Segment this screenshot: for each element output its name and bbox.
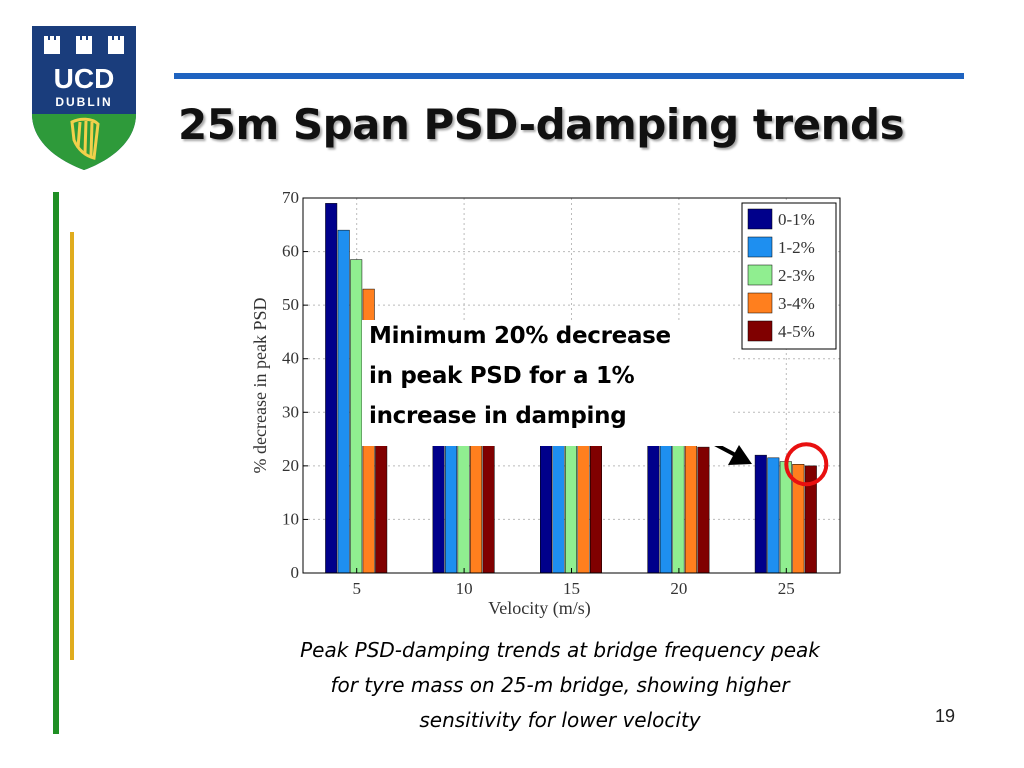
bar-3-4%-10 [470, 444, 483, 574]
legend-swatch-2-3% [747, 264, 773, 286]
bar-1-2%-10 [445, 444, 458, 574]
caption-line-2: for tyre mass on 25-m bridge, showing hi… [330, 673, 790, 697]
y-tick-label: 20 [282, 456, 299, 475]
caption-line-3: sensitivity for lower velocity [419, 708, 701, 732]
x-axis-label: Velocity (m/s) [488, 598, 590, 619]
bar-chart: 0 10 20 30 40 50 60 70 5 10 15 20 25 Velocity (m/s) % … [240, 180, 850, 630]
figure-caption: Peak PSD-damping trends at bridge freque… [240, 633, 880, 738]
callout-arrow-head-icon [728, 445, 752, 465]
y-tick-label: 60 [282, 242, 299, 261]
y-tick-label: 0 [291, 563, 300, 582]
bar-4-5%-15 [590, 444, 602, 574]
y-axis-label: % decrease in peak PSD [250, 298, 270, 474]
ucd-logo: UCD DUBLIN [28, 22, 140, 172]
bar-1-2%-5 [337, 229, 350, 574]
x-tick-label: 5 [352, 579, 361, 598]
legend-swatch-0-1% [747, 208, 773, 230]
bar-0-1%-25 [754, 454, 767, 574]
bar-1-2%-25 [767, 457, 780, 574]
logo-subtitle: DUBLIN [55, 95, 112, 109]
bar-2-3%-10 [457, 444, 470, 574]
bar-4-5%-20 [697, 446, 710, 574]
legend-label-4-5%: 4-5% [778, 322, 815, 341]
bar-4-5%-10 [482, 444, 495, 574]
page-number: 19 [935, 706, 956, 726]
callout-box [362, 320, 732, 446]
legend-label-1-2%: 1-2% [778, 238, 815, 257]
x-tick-label: 10 [456, 579, 473, 598]
bar-0-1%-15 [540, 444, 552, 574]
bar-0-1%-20 [647, 444, 660, 574]
callout-line-2: in peak PSD for a 1% [369, 363, 635, 389]
legend-swatch-3-4% [747, 292, 773, 314]
logo-wordmark: UCD [54, 63, 115, 94]
bar-4-5%-5 [375, 444, 388, 574]
bar-1-2%-20 [659, 444, 672, 574]
bar-3-4%-15 [577, 444, 590, 574]
chart-svg: 0 10 20 30 40 50 60 70 5 10 15 20 25 Velocity (m/s) % … [250, 188, 841, 619]
y-tick-label: 40 [282, 349, 299, 368]
accent-bar-gold [70, 232, 74, 660]
legend-swatch-4-5% [747, 320, 773, 342]
y-tick-label: 10 [282, 509, 299, 528]
highlight-circle [784, 442, 829, 487]
x-tick-label: 15 [563, 579, 580, 598]
y-tick-label: 30 [282, 402, 299, 421]
bar-2-3%-15 [565, 444, 577, 574]
x-tick-label: 20 [670, 579, 687, 598]
slide-title: 25m Span PSD-damping trends [178, 100, 905, 149]
bar-0-1%-5 [325, 203, 338, 574]
harp-icon [70, 117, 100, 160]
bar-1-2%-15 [552, 444, 565, 574]
bar-0-1%-10 [432, 444, 445, 574]
accent-bar-green [53, 192, 59, 734]
caption-line-1: Peak PSD-damping trends at bridge freque… [300, 638, 820, 662]
bar-2-3%-20 [672, 444, 685, 574]
y-tick-label: 50 [282, 295, 299, 314]
x-tick-label: 25 [778, 579, 795, 598]
legend-label-0-1%: 0-1% [778, 210, 815, 229]
y-tick-label: 70 [282, 188, 299, 207]
bar-3-4%-20 [684, 444, 697, 574]
legend-label-2-3%: 2-3% [778, 266, 815, 285]
legend-label-3-4%: 3-4% [778, 294, 815, 313]
callout-line-1: Minimum 20% decrease [369, 323, 671, 349]
callout-line-3: increase in damping [369, 403, 627, 429]
title-underline [174, 73, 964, 79]
legend-swatch-1-2% [747, 236, 773, 258]
bar-2-3%-5 [350, 259, 363, 574]
